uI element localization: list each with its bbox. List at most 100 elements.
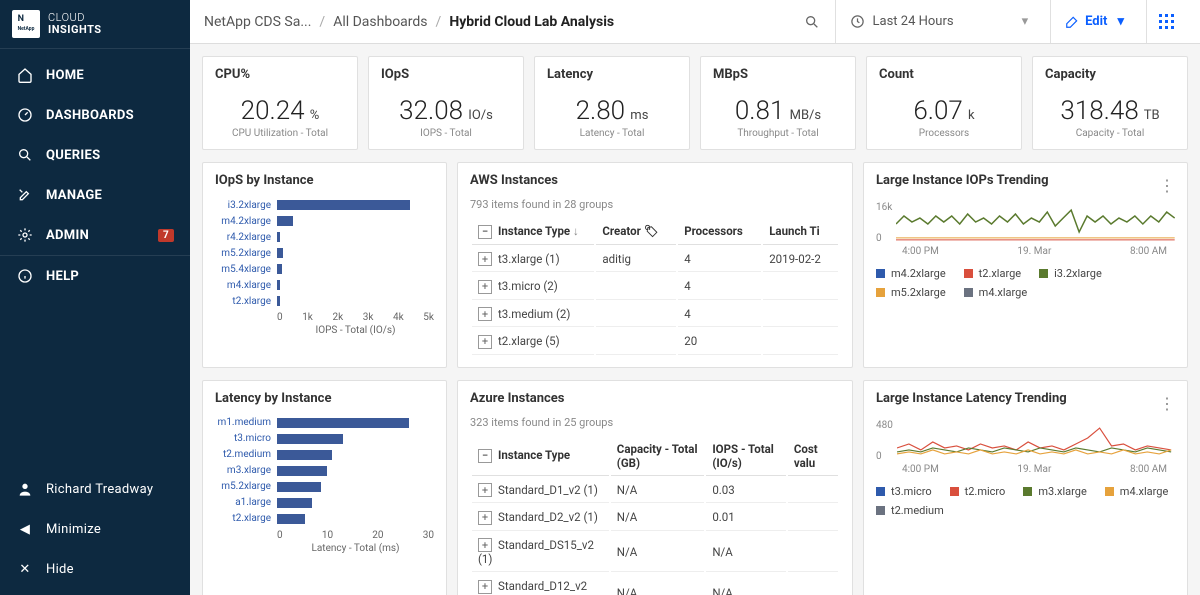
kpi-card: MBpS 0.81 MB/s Throughput - Total bbox=[700, 56, 856, 150]
aws-instances-panel: AWS Instances 793 items found in 28 grou… bbox=[457, 162, 853, 368]
main: NetApp CDS Sa... / All Dashboards / Hybr… bbox=[190, 0, 1200, 595]
breadcrumb: NetApp CDS Sa... / All Dashboards / Hybr… bbox=[204, 14, 789, 30]
timerange-picker[interactable]: Last 24 Hours ▾ bbox=[835, 0, 1043, 43]
nav-queries[interactable]: QUERIES bbox=[0, 135, 190, 175]
nav-dashboards[interactable]: DASHBOARDS bbox=[0, 95, 190, 135]
pencil-icon bbox=[1065, 15, 1079, 29]
legend-item[interactable]: m4.2xlarge bbox=[876, 267, 946, 280]
legend-item[interactable]: m4.xlarge bbox=[1105, 485, 1168, 498]
expand-icon[interactable]: + bbox=[478, 280, 492, 294]
expand-icon[interactable]: + bbox=[478, 307, 492, 321]
expand-icon[interactable]: + bbox=[478, 580, 492, 594]
bar-label: t2.medium bbox=[215, 449, 271, 460]
close-icon: ✕ bbox=[16, 560, 34, 578]
collapse-all-icon[interactable]: − bbox=[478, 225, 492, 239]
x-axis: 01k2k3k4k5k bbox=[277, 312, 434, 323]
content: CPU% 20.24 % CPU Utilization - TotalIOpS… bbox=[190, 44, 1200, 595]
legend-item[interactable]: t2.xlarge bbox=[964, 267, 1021, 280]
search-button[interactable] bbox=[797, 7, 827, 37]
bar-row: t3.micro bbox=[215, 432, 434, 446]
hide-button[interactable]: ✕Hide bbox=[0, 549, 190, 589]
table-row[interactable]: +Standard_DS15_v2 (1)N/AN/A bbox=[472, 533, 838, 573]
panel-title: Large Instance Latency Trending bbox=[876, 391, 1067, 406]
table-row[interactable]: +t2.xlarge (5)20 bbox=[472, 329, 838, 355]
kpi-unit: k bbox=[965, 108, 975, 123]
kpi-title: CPU% bbox=[215, 67, 345, 82]
kpi-value: 2.80 bbox=[576, 96, 626, 126]
legend-item[interactable]: t3.micro bbox=[876, 485, 932, 498]
kpi-value: 32.08 bbox=[399, 96, 463, 126]
expand-icon[interactable]: + bbox=[478, 511, 492, 525]
x-axis-label: Latency - Total (ms) bbox=[277, 543, 434, 554]
table-row[interactable]: +t3.xlarge (1)aditig42019-02-2 bbox=[472, 247, 838, 273]
trend-chart: 4800 4:00 PM19. Mar8:00 AM bbox=[876, 420, 1175, 475]
panel-title: Large Instance IOPs Trending bbox=[876, 173, 1049, 188]
sidebar: NNetApp CLOUD INSIGHTS HOME DASHBOARDS Q… bbox=[0, 0, 190, 595]
user-menu[interactable]: Richard Treadway bbox=[0, 469, 190, 509]
kpi-card: Capacity 318.48 TB Capacity - Total bbox=[1032, 56, 1188, 150]
expand-icon[interactable]: + bbox=[478, 483, 492, 497]
bar-row: a1.large bbox=[215, 496, 434, 510]
panel-menu-button[interactable]: ⋮ bbox=[1159, 394, 1175, 413]
breadcrumb-org[interactable]: NetApp CDS Sa... bbox=[204, 14, 311, 30]
table-row[interactable]: +Standard_D1_v2 (1)N/A0.03 bbox=[472, 478, 838, 504]
panel-subtitle: 793 items found in 28 groups bbox=[470, 198, 840, 211]
panel-menu-button[interactable]: ⋮ bbox=[1159, 176, 1175, 195]
kpi-subtitle: IOPS - Total bbox=[381, 128, 511, 139]
legend-item[interactable]: m4.xlarge bbox=[964, 286, 1027, 299]
legend-item[interactable]: t2.micro bbox=[950, 485, 1006, 498]
kpi-value: 318.48 bbox=[1060, 96, 1138, 126]
bar-row: m1.medium bbox=[215, 416, 434, 430]
bar-row: m4.2xlarge bbox=[215, 214, 434, 228]
tools-icon bbox=[16, 186, 34, 204]
kpi-card: Count 6.07 k Processors bbox=[866, 56, 1022, 150]
breadcrumb-dashboards[interactable]: All Dashboards bbox=[333, 14, 427, 30]
clock-icon bbox=[850, 14, 865, 29]
home-icon bbox=[16, 66, 34, 84]
legend-item[interactable]: m3.xlarge bbox=[1023, 485, 1086, 498]
kpi-unit: ms bbox=[627, 108, 648, 123]
legend-item[interactable]: i3.2xlarge bbox=[1039, 267, 1102, 280]
expand-icon[interactable]: + bbox=[478, 252, 492, 266]
collapse-all-icon[interactable]: − bbox=[478, 449, 492, 463]
kpi-title: Count bbox=[879, 67, 1009, 82]
bar-row: m5.2xlarge bbox=[215, 480, 434, 494]
table-row[interactable]: +Standard_D2_v2 (1)N/A0.01 bbox=[472, 505, 838, 531]
row-1: IOpS by Instance i3.2xlargem4.2xlarger4.… bbox=[202, 162, 1188, 368]
legend-item[interactable]: m5.2xlarge bbox=[876, 286, 946, 299]
nav-admin[interactable]: ADMIN7 bbox=[0, 215, 190, 255]
table-row[interactable]: +Standard_D12_v2 (1)N/AN/A bbox=[472, 574, 838, 595]
table-row[interactable]: +t3.medium (2)4 bbox=[472, 302, 838, 328]
kpi-unit: IO/s bbox=[465, 108, 493, 123]
nav-home[interactable]: HOME bbox=[0, 55, 190, 95]
bar-label: m4.2xlarge bbox=[215, 216, 271, 227]
panel-title: Azure Instances bbox=[470, 391, 840, 406]
kpi-subtitle: CPU Utilization - Total bbox=[215, 128, 345, 139]
large-iops-trending-panel: Large Instance IOPs Trending ⋮ 16k0 bbox=[863, 162, 1188, 368]
apps-grid-button[interactable] bbox=[1146, 0, 1186, 43]
minimize-button[interactable]: ◀Minimize bbox=[0, 509, 190, 549]
legend: t3.micro t2.micro m3.xlarge m4.xlarge t2.med… bbox=[876, 485, 1175, 517]
x-ticks: 4:00 PM19. Mar8:00 AM bbox=[902, 464, 1167, 475]
kpi-subtitle: Latency - Total bbox=[547, 128, 677, 139]
expand-icon[interactable]: + bbox=[478, 538, 492, 552]
kpi-unit: MB/s bbox=[786, 108, 821, 123]
gear-icon bbox=[16, 226, 34, 244]
bar-label: m5.2xlarge bbox=[215, 481, 271, 492]
edit-button[interactable]: Edit ▾ bbox=[1050, 0, 1138, 43]
panel-subtitle: 323 items found in 25 groups bbox=[470, 416, 840, 429]
kpi-value: 0.81 bbox=[735, 96, 785, 126]
bar-label: m3.xlarge bbox=[215, 465, 271, 476]
bar-row: i3.2xlarge bbox=[215, 198, 434, 212]
kpi-card: Latency 2.80 ms Latency - Total bbox=[534, 56, 690, 150]
nav-help[interactable]: HELP bbox=[0, 256, 190, 296]
row-2: Latency by Instance m1.mediumt3.microt2.… bbox=[202, 380, 1188, 595]
table-row[interactable]: +t3.micro (2)4 bbox=[472, 274, 838, 300]
search-icon bbox=[16, 146, 34, 164]
bar-row: m5.4xlarge bbox=[215, 262, 434, 276]
expand-icon[interactable]: + bbox=[478, 335, 492, 349]
panel-title: IOpS by Instance bbox=[215, 173, 434, 188]
kpi-title: Capacity bbox=[1045, 67, 1175, 82]
legend-item[interactable]: t2.medium bbox=[876, 504, 944, 517]
nav-manage[interactable]: MANAGE bbox=[0, 175, 190, 215]
